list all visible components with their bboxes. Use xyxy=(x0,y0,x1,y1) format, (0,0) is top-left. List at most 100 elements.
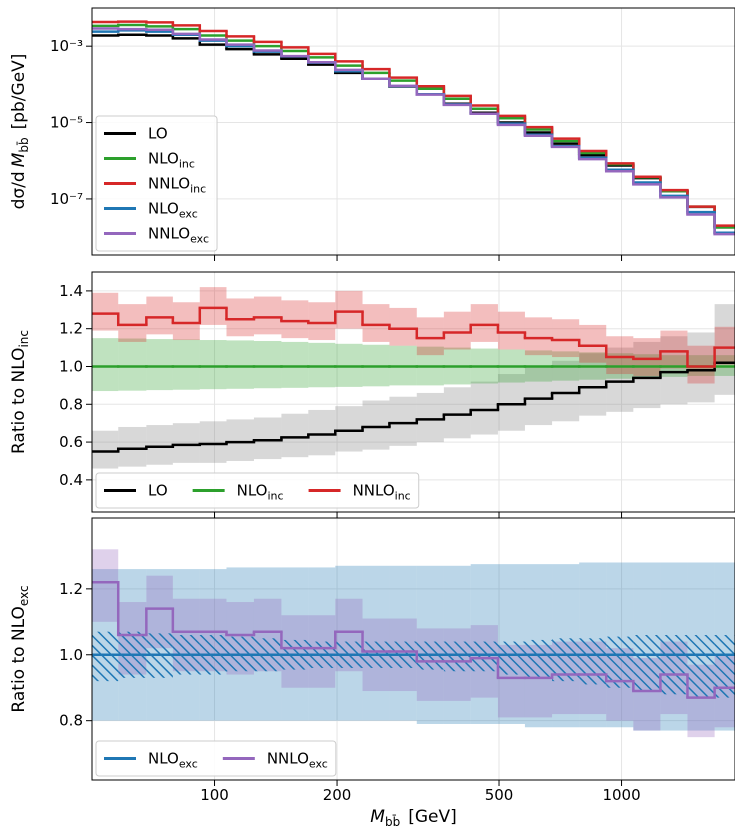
legend-box xyxy=(95,115,218,252)
band xyxy=(172,423,200,463)
legend-label: NLOinc xyxy=(237,482,284,503)
hatch-band xyxy=(660,634,688,695)
band xyxy=(172,339,200,390)
band xyxy=(362,304,390,342)
y-tick-label: 10⁻⁷ xyxy=(50,190,83,208)
band xyxy=(118,338,147,391)
band xyxy=(118,426,147,467)
legend-name: LO xyxy=(148,482,168,500)
band xyxy=(497,374,525,431)
band xyxy=(92,549,119,622)
band xyxy=(416,392,444,443)
plot-frame xyxy=(91,7,735,256)
band xyxy=(92,430,119,469)
y-label-sub: bb̄ xyxy=(17,137,31,152)
legend-label: NLOinc xyxy=(148,150,195,171)
y-tick-label: 1.0 xyxy=(59,646,83,664)
y-axis-label: Ratio to NLOinc xyxy=(9,330,31,454)
legend-box xyxy=(95,472,420,509)
x-tick-label: 500 xyxy=(485,786,514,804)
band xyxy=(497,311,525,350)
hatch-band xyxy=(524,639,553,678)
band xyxy=(606,336,634,375)
band xyxy=(226,340,254,389)
hatch-band xyxy=(606,636,634,688)
band xyxy=(660,330,688,369)
legend-name: NLO xyxy=(148,200,179,218)
band xyxy=(389,307,417,346)
hatch-band xyxy=(579,638,607,685)
hatch-band xyxy=(497,641,525,675)
x-tick-label: 200 xyxy=(323,786,352,804)
legend-label: NNLOinc xyxy=(148,175,206,196)
band xyxy=(443,387,471,439)
hatch-band xyxy=(470,641,498,672)
y-tick-label: 0.8 xyxy=(59,712,83,730)
y-tick-label: 10⁻⁵ xyxy=(50,114,83,132)
legend-sub: exc xyxy=(179,208,198,221)
x-axis-label: Mbb̄ [GeV] xyxy=(370,807,456,829)
legend-name: LO xyxy=(148,125,168,143)
y-label-sub: exc xyxy=(17,585,31,606)
hatch-band xyxy=(714,634,735,698)
y-tick-label: 10⁻³ xyxy=(50,37,83,55)
x-label-unit: [GeV] xyxy=(408,807,457,827)
band xyxy=(335,406,363,452)
legend-sub: inc xyxy=(179,158,195,171)
legend-sub: exc xyxy=(309,758,328,771)
legend-label: LO xyxy=(148,482,168,500)
legend: NLOexc NNLOexc xyxy=(95,740,337,777)
plot-frame xyxy=(91,271,735,513)
y-tick-label: 1.2 xyxy=(59,580,83,598)
band xyxy=(552,360,580,422)
legend-label: LO xyxy=(148,125,168,143)
x-label-sub: bb̄ xyxy=(385,815,400,829)
band xyxy=(281,341,309,388)
band xyxy=(253,340,282,389)
band xyxy=(362,400,390,450)
band xyxy=(714,304,735,395)
plot-area xyxy=(92,20,735,236)
legend-sub: inc xyxy=(395,490,411,503)
hatch-band xyxy=(92,631,119,682)
band xyxy=(552,319,580,358)
band xyxy=(146,339,173,391)
hatch-band xyxy=(687,634,715,698)
band xyxy=(308,342,336,388)
band xyxy=(714,326,735,365)
band xyxy=(443,311,471,350)
band xyxy=(335,290,363,329)
y-label-unit: [pb/GeV] xyxy=(9,54,29,130)
band xyxy=(92,338,119,392)
band xyxy=(226,419,254,461)
legend-name: NNLO xyxy=(267,750,309,768)
y-tick-label: 1.4 xyxy=(59,282,83,300)
plot-area xyxy=(92,549,735,738)
legend: LO NLOinc NNLOinc xyxy=(95,472,420,509)
band xyxy=(470,304,498,342)
legend-name: NNLO xyxy=(148,225,190,243)
y-label-var: M xyxy=(9,152,29,167)
band xyxy=(308,409,336,456)
band xyxy=(281,413,309,458)
band xyxy=(660,336,688,405)
y-label-text: Ratio to NLO xyxy=(9,606,29,712)
band xyxy=(524,366,553,426)
band xyxy=(199,340,227,390)
legend-label: NLOexc xyxy=(148,750,198,771)
legend-sub: inc xyxy=(268,490,284,503)
band xyxy=(199,421,227,463)
band xyxy=(389,396,417,446)
band xyxy=(606,347,634,412)
band xyxy=(118,304,147,342)
band xyxy=(579,324,607,363)
band xyxy=(281,300,309,339)
band xyxy=(633,338,661,376)
x-tick-label: 1000 xyxy=(602,786,640,804)
band xyxy=(633,341,661,409)
band xyxy=(199,287,227,325)
y-tick-label: 1.0 xyxy=(59,357,83,375)
